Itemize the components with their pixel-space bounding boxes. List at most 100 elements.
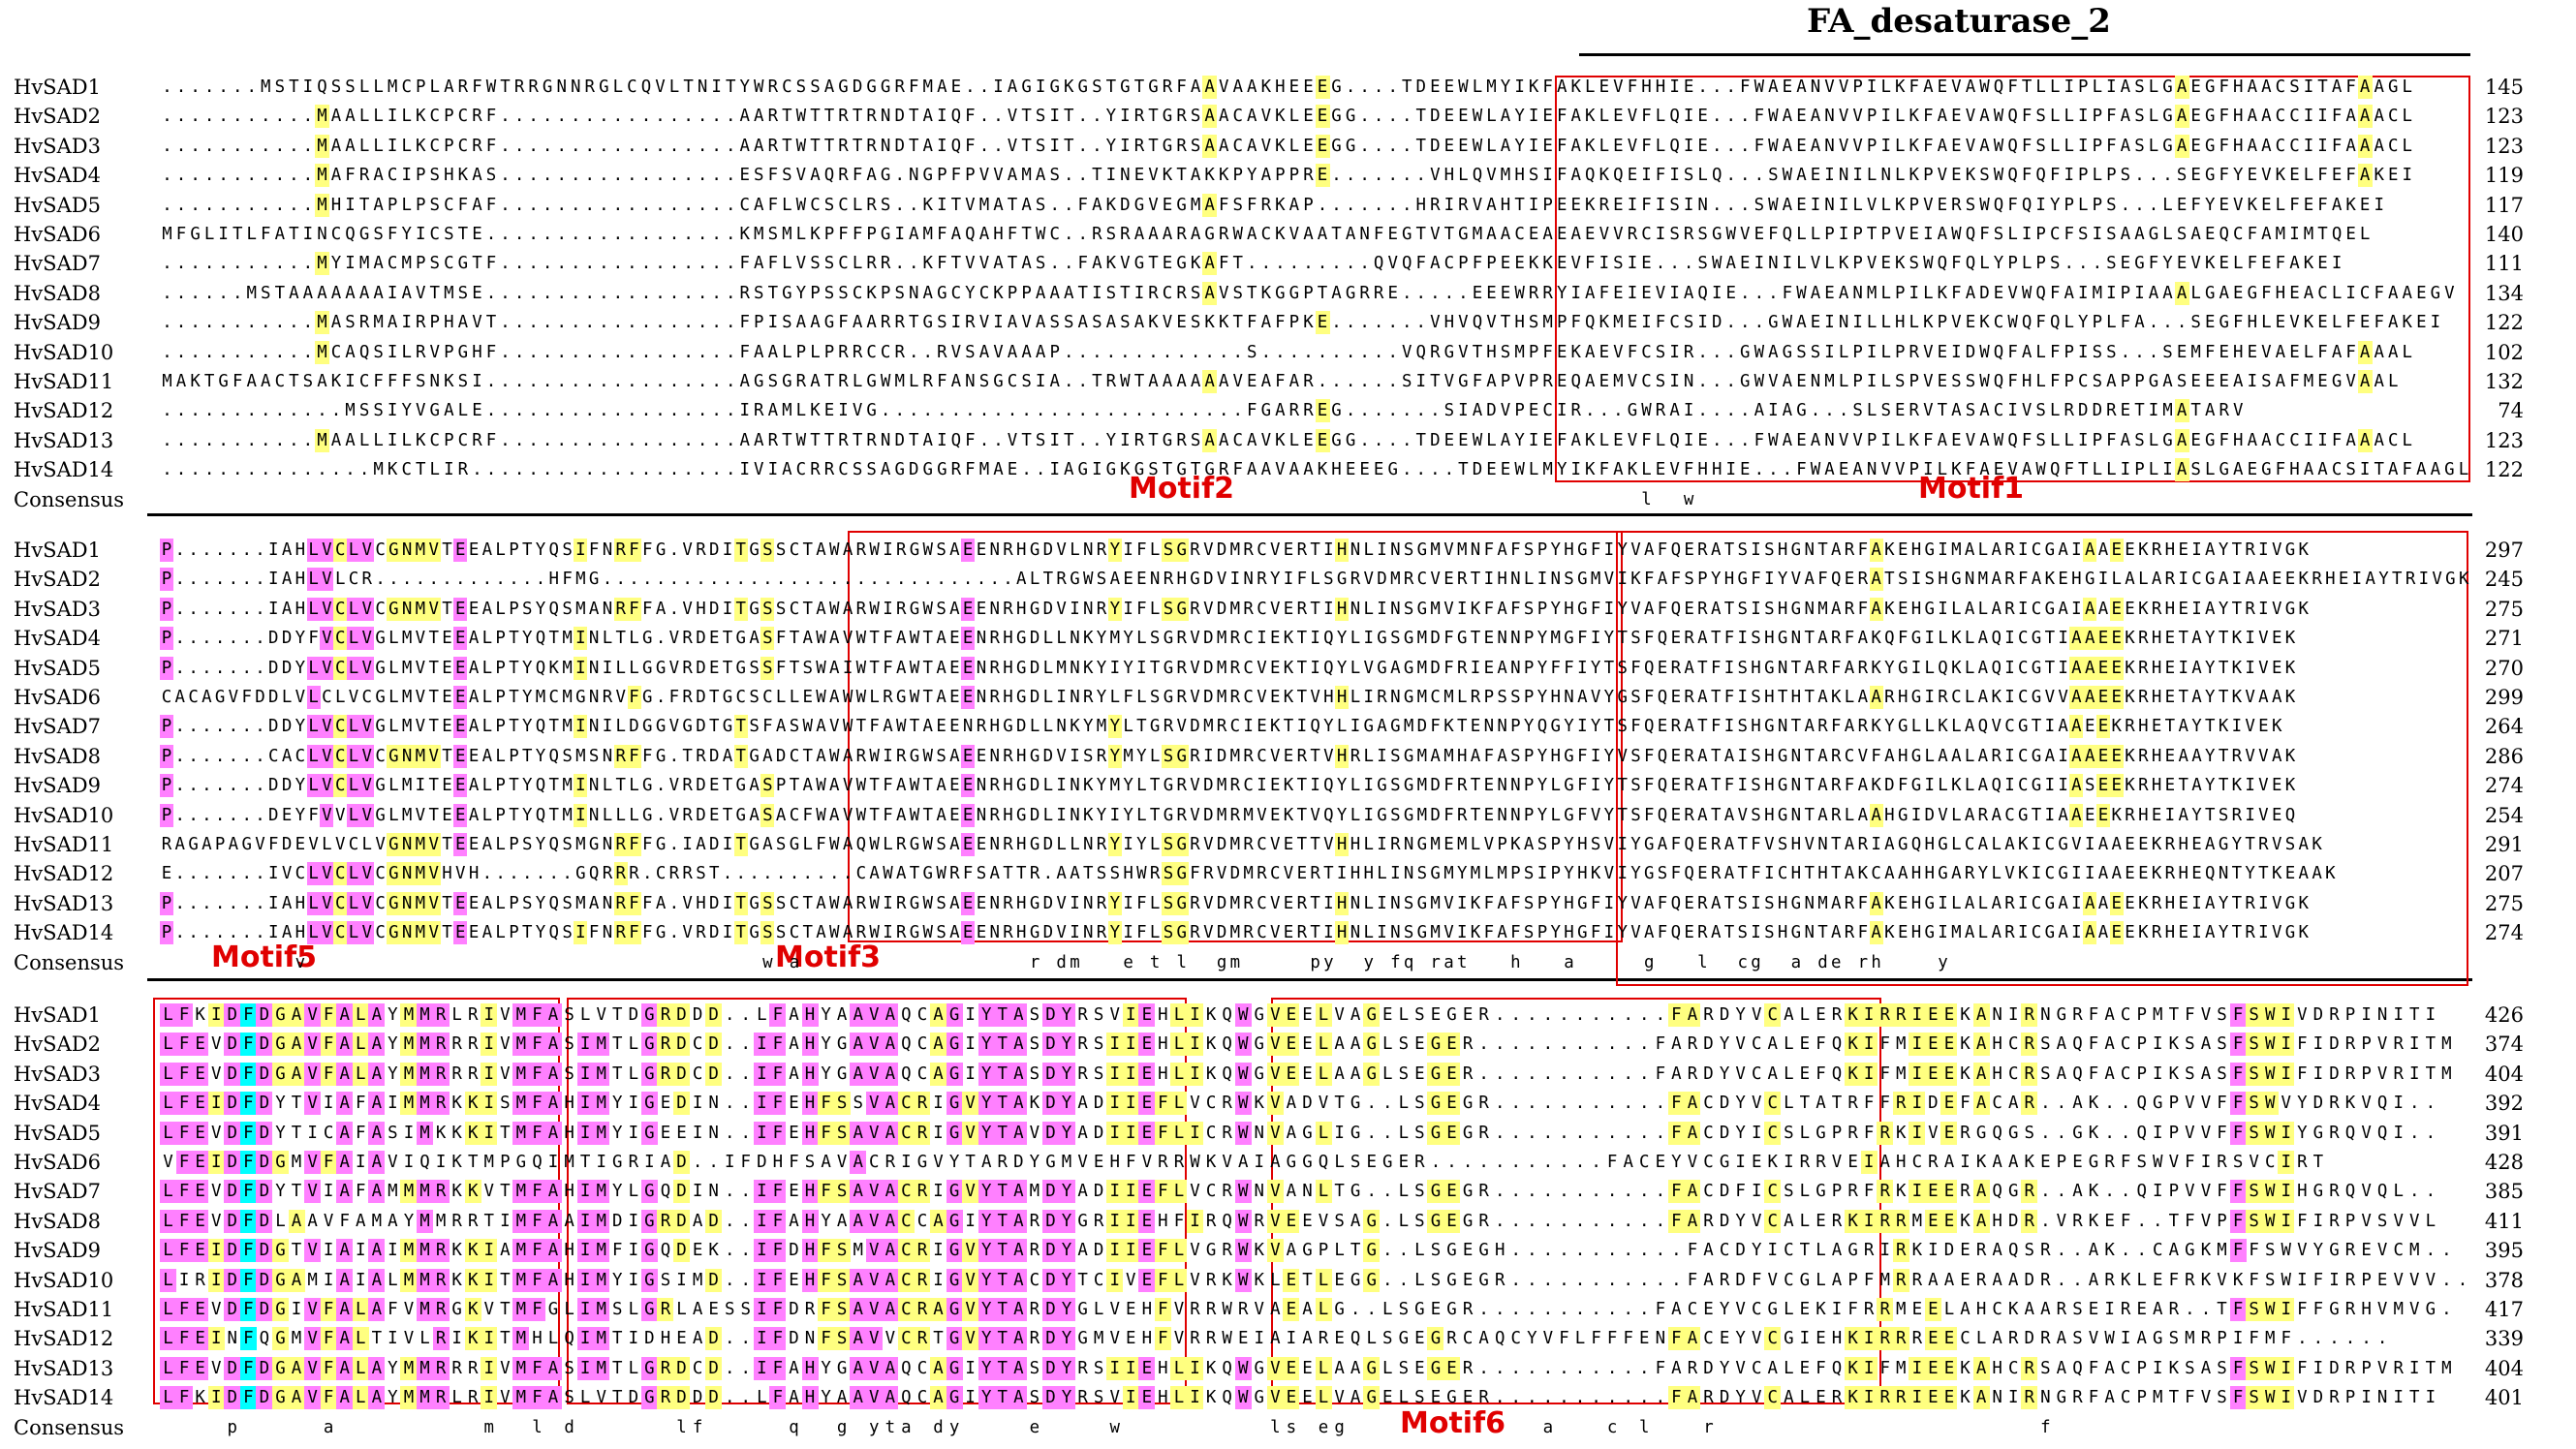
residue: L (1315, 1003, 1332, 1027)
residue: H (1002, 627, 1015, 650)
residue: S (1736, 715, 1750, 738)
residue: . (254, 657, 267, 680)
residue: E (1796, 1033, 1813, 1056)
residue: L (1963, 774, 1976, 797)
residue: . (1556, 1033, 1572, 1056)
residue: A (1869, 803, 1883, 827)
residue: S (1161, 597, 1175, 621)
residue: W (2261, 1003, 2279, 1027)
residue: Y (1882, 657, 1896, 680)
residue: Q (1568, 370, 1583, 393)
residue: W (1470, 105, 1484, 128)
residue: . (1524, 1033, 1540, 1056)
residue: L (1865, 311, 1879, 334)
residue: G (1162, 774, 1175, 797)
residue: F (1752, 105, 1766, 128)
residue: K (920, 194, 935, 217)
residue: M (1228, 833, 1242, 856)
residue: . (724, 399, 738, 422)
residue: D (1041, 539, 1055, 562)
residue: . (667, 341, 682, 364)
residue: . (1357, 105, 1372, 128)
residue: G (427, 399, 442, 422)
residue: A (786, 1003, 802, 1027)
residue: E (2270, 657, 2283, 680)
residue: L (347, 803, 360, 827)
residue: A (827, 686, 841, 709)
residue: . (1344, 399, 1358, 422)
residue: S (1736, 657, 1750, 680)
residue: H (2323, 568, 2337, 591)
residue: L (306, 862, 321, 886)
block-separator-1 (147, 513, 2472, 516)
residue: C (1228, 715, 1242, 738)
residue: . (541, 105, 555, 128)
residue: F (640, 598, 654, 621)
residue: W (1921, 252, 1936, 275)
residue: . (582, 252, 597, 275)
residue: M (1415, 657, 1429, 680)
residue: C (836, 458, 851, 481)
residue: Y (2189, 804, 2203, 827)
residue: . (202, 135, 217, 158)
residue: T (2043, 657, 2057, 680)
residue: . (1132, 341, 1146, 364)
residue: S (760, 656, 775, 680)
residue: . (1695, 399, 1710, 422)
residue: Q (1990, 657, 2003, 680)
residue: A (1132, 311, 1146, 334)
residue: V (1766, 370, 1781, 393)
consensus-residue: r (1429, 951, 1443, 974)
residue: I (2160, 458, 2175, 481)
residue: V (1963, 105, 1977, 128)
residue: K (991, 282, 1006, 305)
residue: A (1642, 892, 1656, 915)
residue: A (1963, 539, 1976, 562)
residue: E (1132, 164, 1146, 187)
residue: . (2062, 252, 2076, 275)
residue: I (1762, 862, 1776, 885)
residue: A (2132, 311, 2147, 334)
residue: G (1146, 76, 1161, 99)
residue: N (1081, 539, 1095, 562)
residue: S (1090, 76, 1104, 99)
residue: Y (1549, 921, 1563, 944)
residue: K (2273, 164, 2287, 187)
residue: R (455, 458, 470, 481)
residue: S (2175, 370, 2189, 393)
residue: K (2297, 598, 2311, 621)
residue: A (2297, 862, 2311, 885)
residue: I (343, 194, 357, 217)
residue: T (547, 627, 561, 650)
residue: I (2096, 568, 2110, 591)
residue: A (1976, 627, 1990, 650)
residue: G (1019, 76, 1034, 99)
residue: T (921, 804, 935, 827)
residue: S (1095, 862, 1108, 885)
residue: S (1189, 311, 1203, 334)
residue: E (1245, 370, 1259, 393)
residue: P (507, 921, 520, 944)
residue: T (547, 804, 561, 827)
residue: F (1508, 892, 1522, 915)
residue: . (569, 341, 583, 364)
residue: I (962, 1003, 978, 1027)
residue: R (2150, 892, 2163, 915)
residue: Q (2217, 223, 2231, 246)
residue: S (1923, 568, 1937, 591)
residue: . (582, 194, 597, 217)
residue: . (1357, 311, 1372, 334)
residue: M (259, 76, 273, 99)
residue: E (1597, 341, 1611, 364)
residue: D (705, 1033, 723, 1057)
residue: A (786, 1033, 802, 1056)
residue: T (994, 1033, 1011, 1057)
residue: . (1752, 282, 1766, 305)
residue: K (2124, 774, 2137, 797)
residue: . (1329, 341, 1344, 364)
residue: S (1402, 921, 1415, 944)
residue: H (1909, 892, 1923, 915)
residue: . (498, 194, 512, 217)
